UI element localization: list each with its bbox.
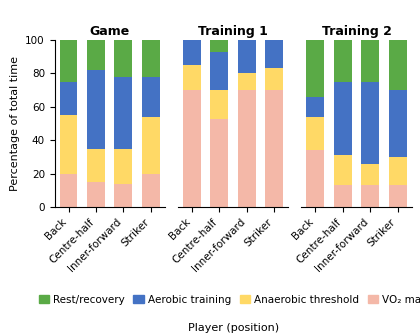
Bar <box>142 174 160 207</box>
Bar <box>87 149 105 182</box>
Bar <box>265 68 283 90</box>
Bar <box>307 97 324 117</box>
Bar <box>60 174 77 207</box>
Bar <box>183 65 201 90</box>
Bar <box>361 185 379 207</box>
Bar <box>361 164 379 185</box>
Bar <box>307 117 324 150</box>
Bar <box>142 117 160 174</box>
Bar <box>265 90 283 207</box>
Bar <box>115 149 132 184</box>
Title: Training 2: Training 2 <box>322 24 391 37</box>
Bar <box>210 90 228 119</box>
Bar <box>334 185 352 207</box>
Bar <box>389 185 407 207</box>
Bar <box>210 52 228 90</box>
Bar <box>87 40 105 70</box>
Bar <box>265 40 283 68</box>
Text: Player (position): Player (position) <box>188 323 278 333</box>
Bar <box>87 182 105 207</box>
Bar <box>183 40 201 65</box>
Legend: Rest/recovery, Aerobic training, Anaerobic threshold, VO₂ max: Rest/recovery, Aerobic training, Anaerob… <box>34 291 420 309</box>
Bar <box>334 82 352 155</box>
Bar <box>389 157 407 185</box>
Bar <box>307 150 324 207</box>
Bar <box>334 155 352 185</box>
Bar <box>238 40 256 73</box>
Bar <box>334 40 352 82</box>
Title: Game: Game <box>89 24 130 37</box>
Bar <box>142 77 160 117</box>
Bar <box>60 40 77 82</box>
Title: Training 1: Training 1 <box>198 24 268 37</box>
Bar <box>115 40 132 77</box>
Bar <box>307 40 324 97</box>
Bar <box>361 40 379 82</box>
Bar <box>115 184 132 207</box>
Bar <box>210 119 228 207</box>
Bar <box>115 77 132 149</box>
Bar <box>183 90 201 207</box>
Bar <box>389 90 407 157</box>
Bar <box>238 90 256 207</box>
Bar <box>87 70 105 149</box>
Bar <box>60 115 77 174</box>
Y-axis label: Percentage of total time: Percentage of total time <box>10 56 20 191</box>
Bar <box>361 82 379 164</box>
Bar <box>210 40 228 52</box>
Bar <box>142 40 160 77</box>
Bar <box>60 82 77 115</box>
Bar <box>389 40 407 90</box>
Bar <box>238 73 256 90</box>
